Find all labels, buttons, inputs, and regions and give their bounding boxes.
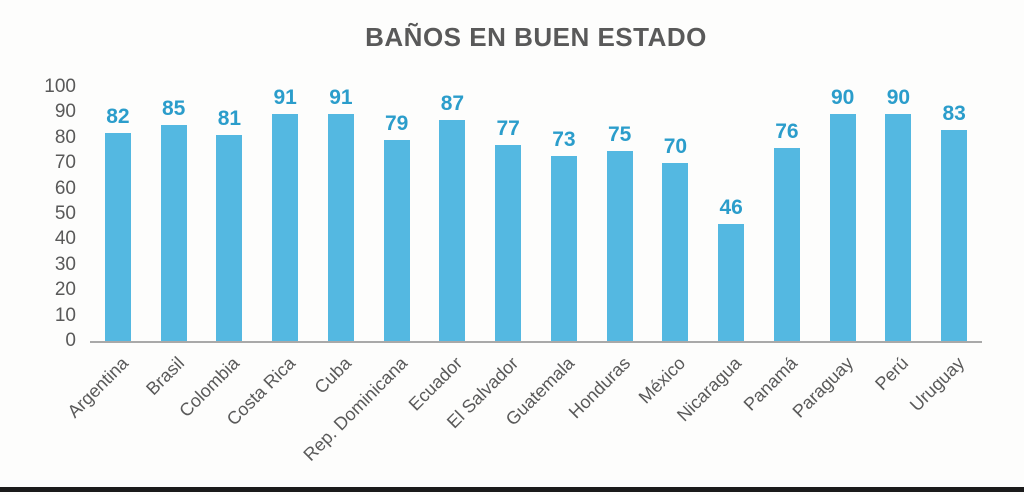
bar: [216, 135, 243, 341]
bar-value-label: 82: [106, 104, 130, 128]
y-axis-tick-label: 60: [54, 177, 76, 199]
bar-value-label: 90: [886, 86, 911, 109]
x-axis-category-label: Uruguay: [906, 353, 969, 416]
bar-slot: 75 Honduras: [564, 87, 648, 422]
bar: [104, 132, 131, 341]
y-axis-tick-label: 70: [54, 152, 76, 174]
bar: [606, 150, 633, 341]
bar-slot: 81 Colombia: [176, 87, 258, 421]
y-axis-tick-label: 10: [54, 304, 76, 326]
bar-slot: 83 Uruguay: [906, 87, 982, 416]
bar-value-label: 46: [719, 196, 743, 220]
bar: [829, 114, 856, 341]
bar-value-label: 70: [663, 135, 688, 159]
bottom-border-bar: [0, 487, 1024, 492]
bar-slot: 77 El Salvador: [443, 87, 536, 432]
x-axis-category-label: Brasil: [141, 353, 188, 399]
x-axis-category-label: México: [635, 353, 690, 408]
bar-value-label: 81: [217, 107, 242, 131]
x-axis-line: [90, 341, 982, 343]
bar-slot: 82 Argentina: [63, 87, 146, 421]
bar-value-label: 76: [775, 119, 799, 143]
bar-value-label: 77: [496, 117, 520, 141]
bar: [941, 130, 968, 341]
bar-value-label: 73: [552, 127, 576, 151]
bar-slot: 87 Ecuador: [405, 87, 481, 415]
bar-slot: 76 Panamá: [739, 87, 815, 414]
bar-value-label: 79: [384, 112, 409, 136]
y-axis-tick-label: 50: [54, 203, 76, 224]
bar-slot: 91 Cuba: [310, 86, 369, 398]
bar-slot: 85 Brasil: [142, 87, 202, 399]
x-axis-category-label: Cuba: [310, 353, 356, 398]
chart-title: BAÑOS EN BUEN ESTADO: [365, 22, 707, 52]
plot-area: 82 Argentina 85 Brasil 81 Colombia 91 Costa Ric…: [63, 86, 982, 465]
bar-slot: 70 México: [635, 87, 704, 408]
x-axis-category-label: Argentina: [63, 353, 133, 422]
bar: [327, 114, 354, 341]
bar-slot: 73 Guatemala: [502, 87, 592, 429]
bar: [885, 114, 912, 341]
bar-value-label: 83: [942, 102, 966, 126]
bar: [550, 155, 577, 341]
y-axis-tick-label: 20: [54, 279, 76, 301]
y-axis-tick-label: 80: [54, 126, 76, 148]
y-axis: 0 10 20 30 40 50 60 70 80 90 100: [0, 76, 76, 351]
bar: [383, 140, 410, 341]
bar-slot: 90 Paraguay: [788, 86, 871, 422]
y-axis-tick-label: 30: [54, 253, 76, 275]
y-axis-tick-label: 40: [54, 228, 76, 250]
bar: [439, 120, 466, 341]
bar-value-label: 91: [329, 86, 353, 109]
x-axis-category-label: Paraguay: [788, 353, 857, 422]
bar-value-label: 87: [440, 92, 465, 116]
bar-slot: 46 Nicaragua: [673, 87, 759, 425]
y-axis-tick-label: 100: [44, 76, 76, 97]
bar: [662, 163, 689, 341]
x-axis-category-label: Perú: [871, 353, 913, 395]
bar-slot: 90 Perú: [871, 86, 927, 395]
y-axis-tick-label: 0: [65, 330, 76, 351]
y-axis-tick-label: 90: [54, 101, 76, 123]
bar: [272, 114, 299, 341]
bar-value-label: 91: [273, 86, 297, 109]
x-axis-category-label: Rep. Dominicana: [298, 353, 411, 465]
bar-value-label: 85: [161, 97, 186, 121]
bar-value-label: 75: [607, 122, 632, 146]
bar-value-label: 90: [830, 86, 855, 109]
bar-slot: 91 Costa Rica: [223, 86, 313, 430]
bar: [773, 147, 800, 341]
bar: [495, 145, 522, 341]
bar-slot: 79 Rep. Dominicana: [299, 87, 425, 465]
bar: [718, 224, 745, 341]
bar: [160, 125, 187, 341]
